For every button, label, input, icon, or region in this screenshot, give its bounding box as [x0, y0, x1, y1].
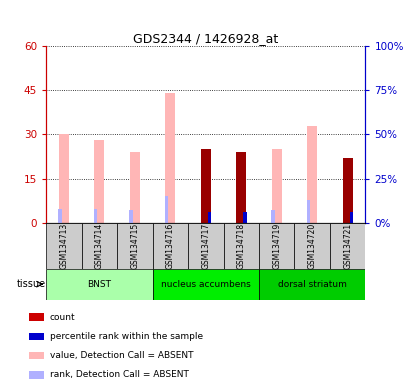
Bar	[46, 269, 152, 300]
Bar	[343, 158, 353, 223]
Bar	[243, 212, 247, 223]
Text: GSM134717: GSM134717	[201, 223, 210, 269]
Bar	[130, 152, 140, 223]
Bar	[46, 223, 81, 269]
Bar	[29, 333, 44, 340]
Text: tissue: tissue	[16, 279, 45, 289]
Bar	[117, 223, 152, 269]
Text: GSM134713: GSM134713	[60, 223, 68, 269]
Text: GSM134720: GSM134720	[308, 223, 317, 269]
Bar	[81, 223, 117, 269]
Text: rank, Detection Call = ABSENT: rank, Detection Call = ABSENT	[50, 370, 189, 379]
Bar	[350, 212, 353, 223]
Bar	[58, 209, 62, 223]
Bar	[129, 210, 133, 223]
Bar	[94, 209, 97, 223]
Text: percentile rank within the sample: percentile rank within the sample	[50, 332, 203, 341]
Bar	[165, 196, 168, 223]
Bar	[223, 223, 259, 269]
Bar	[29, 352, 44, 359]
Bar	[307, 126, 317, 223]
Bar	[59, 134, 69, 223]
Text: value, Detection Call = ABSENT: value, Detection Call = ABSENT	[50, 351, 193, 360]
Bar	[94, 140, 104, 223]
Bar	[165, 93, 175, 223]
Bar	[236, 152, 246, 223]
Bar	[259, 269, 365, 300]
Bar	[152, 269, 259, 300]
Text: GSM134718: GSM134718	[237, 223, 246, 269]
Bar	[29, 371, 44, 379]
Text: BNST: BNST	[87, 280, 111, 289]
Bar	[271, 210, 275, 223]
Bar	[307, 200, 310, 223]
Text: dorsal striatum: dorsal striatum	[278, 280, 346, 289]
Text: GSM134715: GSM134715	[130, 223, 139, 269]
Bar	[294, 223, 330, 269]
Bar	[29, 313, 44, 321]
Text: GSM134716: GSM134716	[166, 223, 175, 269]
Text: GSM134719: GSM134719	[272, 223, 281, 269]
Text: GSM134721: GSM134721	[343, 223, 352, 269]
Text: nucleus accumbens: nucleus accumbens	[161, 280, 251, 289]
Text: count: count	[50, 313, 76, 322]
Bar	[208, 212, 211, 223]
Text: GSM134714: GSM134714	[95, 223, 104, 269]
Bar	[152, 223, 188, 269]
Title: GDS2344 / 1426928_at: GDS2344 / 1426928_at	[133, 32, 278, 45]
Bar	[330, 223, 365, 269]
Bar	[188, 223, 223, 269]
Bar	[259, 223, 294, 269]
Bar	[272, 149, 282, 223]
Bar	[201, 149, 211, 223]
